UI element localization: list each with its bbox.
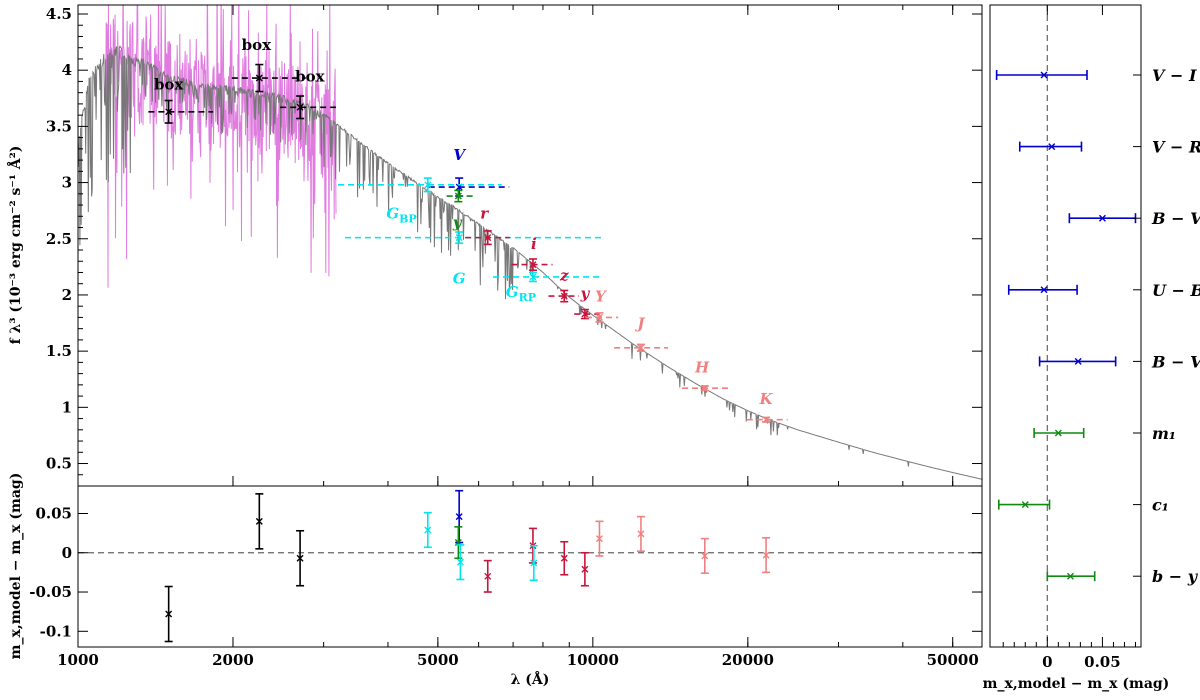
residual-point-9 xyxy=(530,559,538,567)
residual-plot-area xyxy=(78,489,982,643)
xtick-label-3: 10000 xyxy=(567,651,619,669)
residual-point-3 xyxy=(424,526,432,534)
band-point-15 xyxy=(762,416,770,424)
band-point-0 xyxy=(165,108,173,116)
xtick-label-0: 1000 xyxy=(57,651,99,669)
band-label-14: H xyxy=(694,358,710,376)
band-point-9 xyxy=(529,261,537,269)
color-index-point-4 xyxy=(1074,357,1082,365)
residual-point-10 xyxy=(560,554,568,562)
residual-point-4 xyxy=(455,513,463,521)
residual-ytick-label-3: 0.05 xyxy=(35,504,72,522)
residual-point-2 xyxy=(296,554,304,562)
color-index-label-0: V − I xyxy=(1152,66,1197,85)
residual-point-1 xyxy=(255,517,263,525)
band-point-10 xyxy=(560,292,568,300)
residual-frame xyxy=(77,485,983,648)
band-point-7 xyxy=(529,273,537,281)
residual-point-6 xyxy=(456,558,464,566)
band-label-7: GRP xyxy=(506,283,536,304)
sed-y-axis-label: f λ³ (10⁻³ erg cm⁻² s⁻¹ Å²) xyxy=(6,146,24,345)
sed-ytick-label-4: 2.5 xyxy=(46,230,72,248)
band-label-12: Y xyxy=(595,288,607,306)
sed-ytick-label-7: 4 xyxy=(62,61,72,79)
band-label-11: y xyxy=(580,284,591,302)
band-label-8: r xyxy=(480,205,489,223)
band-label-10: z xyxy=(559,266,569,284)
color-index-xtick-label-0: 0 xyxy=(1042,653,1052,671)
residual-ytick-label-0: -0.1 xyxy=(40,622,72,640)
band-point-6 xyxy=(455,234,463,242)
band-point-4 xyxy=(454,192,462,200)
color-index-label-6: c₁ xyxy=(1152,496,1169,515)
residual-ytick-label-2: 0 xyxy=(62,544,72,562)
band-label-6: G xyxy=(453,270,466,288)
band-label-15: K xyxy=(759,390,774,408)
color-index-label-4: B − V xyxy=(1151,352,1200,371)
band-point-2 xyxy=(296,103,304,111)
residual-ytick-label-1: -0.05 xyxy=(29,583,72,601)
sed-ytick-label-3: 2 xyxy=(62,286,72,304)
sed-ytick-label-1: 1 xyxy=(62,398,72,416)
band-label-3: V xyxy=(453,146,466,164)
sed-ytick-label-8: 4.5 xyxy=(46,5,72,23)
residual-point-12 xyxy=(595,535,603,543)
box-annotation-0: box xyxy=(154,75,184,93)
color-index-frame xyxy=(989,4,1142,648)
sed-plot-area xyxy=(78,5,982,480)
residual-point-0 xyxy=(165,610,173,618)
band-label-13: J xyxy=(634,315,645,333)
band-label-4: y xyxy=(452,214,463,232)
band-point-1 xyxy=(255,74,263,82)
sed-ytick-label-2: 1.5 xyxy=(46,342,72,360)
color-index-label-3: U − B xyxy=(1152,281,1200,300)
color-index-point-2 xyxy=(1098,214,1106,222)
band-point-11 xyxy=(581,310,589,318)
sed-ytick-label-6: 3.5 xyxy=(46,117,72,135)
color-index-label-2: B − V xyxy=(1151,209,1200,228)
color-index-label-1: V − R xyxy=(1152,138,1200,157)
box-annotation-1: box xyxy=(242,36,272,54)
residual-point-15 xyxy=(762,551,770,559)
residual-point-14 xyxy=(701,552,709,560)
observed-spectrum-line xyxy=(104,5,337,288)
sed-ytick-label-5: 3 xyxy=(62,174,72,192)
wavelength-x-axis-label: λ (Å) xyxy=(511,670,550,688)
sed-ytick-label-0: 0.5 xyxy=(46,455,72,473)
band-label-5: GBP xyxy=(386,205,416,226)
color-index-xtick-label-1: 0.05 xyxy=(1084,653,1121,671)
color-index-label-7: b − y xyxy=(1152,567,1199,586)
xtick-label-4: 20000 xyxy=(722,651,774,669)
color-index-panel: V − I V − R B − V U − B B − V m₁ c₁ b − y 0 0.05 xyxy=(989,4,1200,671)
residual-y-axis-label: m_x,model − m_x (mag) xyxy=(8,473,24,660)
band-point-5 xyxy=(424,181,432,189)
color-index-point-0 xyxy=(1040,71,1048,79)
color-index-point-5 xyxy=(1054,429,1062,437)
band-point-13 xyxy=(637,344,645,352)
band-label-9: i xyxy=(531,235,537,253)
color-index-x-axis-label: m_x,model − m_x (mag) xyxy=(983,676,1170,692)
band-point-8 xyxy=(484,234,492,242)
color-index-point-1 xyxy=(1048,143,1056,151)
residual-panel: -0.1 -0.05 0 0.05 1000 2000 5000 10000 20000 5000… xyxy=(29,485,983,669)
residual-point-13 xyxy=(637,530,645,538)
xtick-label-1: 2000 xyxy=(212,651,254,669)
color-index-point-3 xyxy=(1040,286,1048,294)
xtick-label-2: 5000 xyxy=(417,651,459,669)
band-point-14 xyxy=(701,384,709,392)
residual-point-11 xyxy=(581,565,589,573)
residual-point-7 xyxy=(484,572,492,580)
band-point-12 xyxy=(595,313,603,321)
color-index-label-5: m₁ xyxy=(1152,424,1176,443)
color-index-point-7 xyxy=(1066,572,1074,580)
box-annotation-2: box xyxy=(295,67,325,85)
xtick-label-5: 50000 xyxy=(927,651,979,669)
color-index-point-6 xyxy=(1021,501,1029,509)
